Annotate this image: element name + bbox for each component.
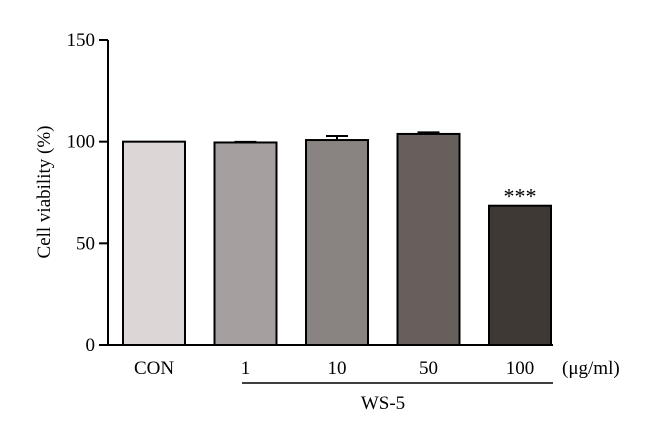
x-tick-label: CON	[134, 358, 174, 379]
bar	[122, 140, 186, 346]
x-tick-label: 100	[506, 358, 535, 379]
significance-group: ***	[504, 184, 537, 209]
bar	[488, 204, 552, 346]
x-tick-label: 1	[241, 358, 251, 379]
x-tick-label: 50	[419, 358, 438, 379]
bars-group	[122, 132, 552, 346]
group-label: WS-5	[361, 393, 405, 414]
y-tick-label: 150	[67, 30, 96, 51]
x-tick-labels-group: CON 1 10 50 100	[134, 358, 534, 379]
significance-label: ***	[504, 184, 537, 209]
y-axis-title: Cell viability (%)	[34, 126, 55, 259]
y-tick-label: 50	[76, 233, 95, 254]
bar	[396, 132, 461, 346]
y-ticks-group: 0 50 100 150	[67, 30, 108, 356]
x-tick-label: 10	[328, 358, 347, 379]
bar	[213, 141, 278, 346]
unit-label: (μg/ml)	[562, 358, 620, 379]
error-bars-group	[234, 131, 440, 143]
y-tick-label: 100	[67, 132, 96, 153]
bar	[305, 139, 369, 346]
y-tick-label: 0	[86, 335, 96, 356]
